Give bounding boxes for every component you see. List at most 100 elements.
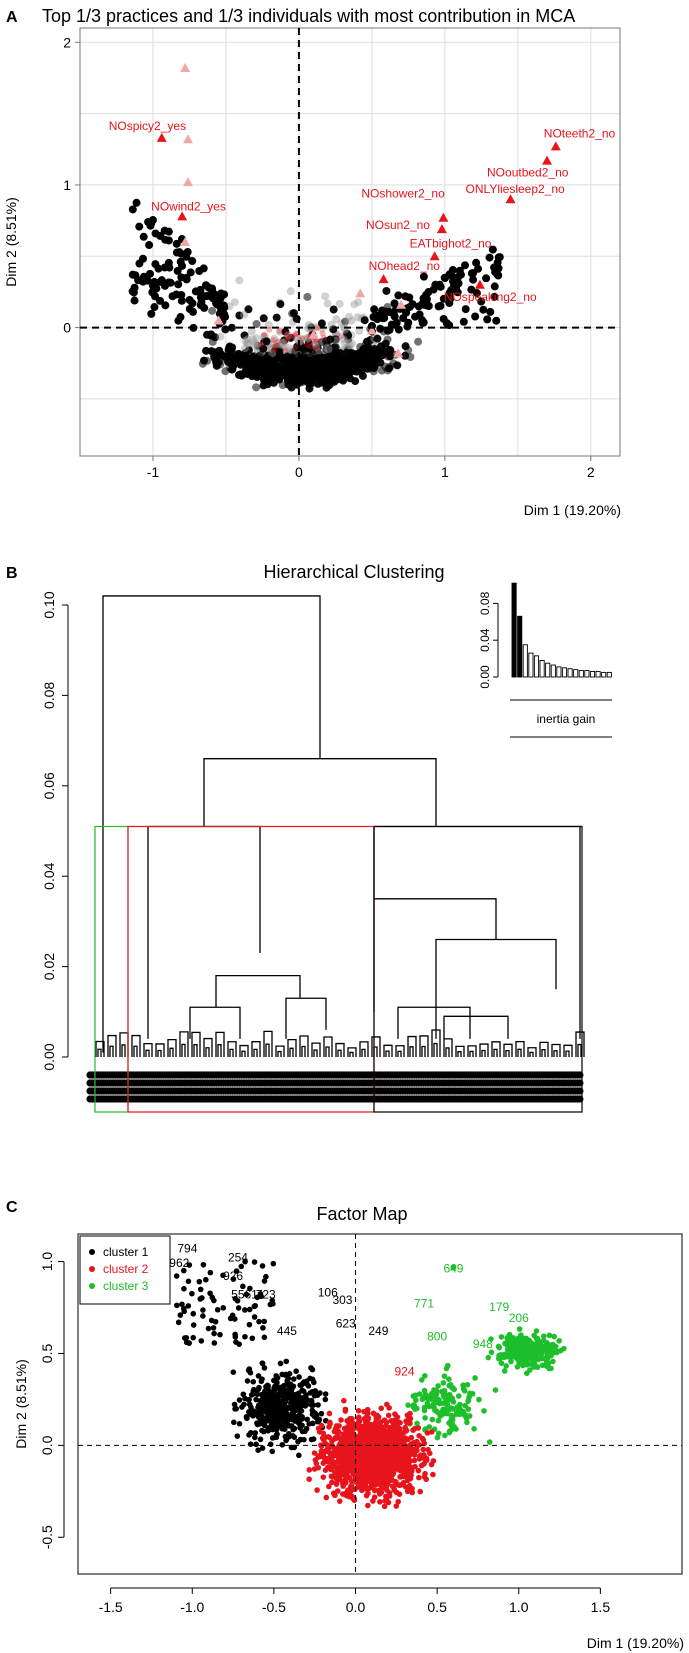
- individual-point: [323, 299, 332, 308]
- cluster-1-point: [315, 1402, 321, 1408]
- cluster-3-point: [501, 1368, 508, 1374]
- cluster-1-point: [259, 1396, 266, 1402]
- legend-cluster-2: cluster 2: [103, 1262, 149, 1276]
- cluster-1-point: [190, 1322, 197, 1328]
- individual-point: [321, 292, 330, 301]
- point-label: 723: [256, 1287, 276, 1301]
- cluster-3-point: [416, 1391, 423, 1397]
- individual-point: [330, 377, 339, 386]
- inset-y-tick-label: 0.00: [478, 665, 492, 689]
- leaf-group-link: [133, 1045, 138, 1057]
- cluster-2-point: [421, 1440, 428, 1447]
- cluster-1-point: [200, 1307, 206, 1313]
- leaf-group-link: [397, 1050, 402, 1057]
- leaf-group-link: [325, 1046, 330, 1057]
- leaf-group-link: [419, 1035, 429, 1057]
- cluster-3-point: [435, 1417, 442, 1424]
- cluster-1-point: [314, 1392, 321, 1398]
- cluster-1-point: [175, 1319, 182, 1326]
- cluster-1-point: [240, 1283, 246, 1290]
- individual-point: [315, 354, 324, 363]
- cluster-1-point: [289, 1410, 296, 1416]
- cluster-3-point: [534, 1346, 541, 1353]
- cluster-2-point: [352, 1473, 358, 1480]
- leaf-group-link: [491, 1041, 501, 1057]
- panel-a-title: Top 1/3 practices and 1/3 individuals wi…: [42, 6, 575, 26]
- leaf-group-link: [409, 1046, 414, 1057]
- cluster-1-point: [278, 1392, 285, 1399]
- practice-mark: [314, 324, 321, 331]
- point-label: 800: [427, 1330, 447, 1344]
- cluster-1-point: [267, 1301, 274, 1308]
- cluster-1-point: [211, 1340, 218, 1346]
- individual-point: [445, 299, 454, 308]
- cluster-1-point: [235, 1305, 242, 1311]
- individual-point: [186, 268, 195, 277]
- y-tick-label: 0.00: [41, 1043, 57, 1070]
- individual-point: [316, 376, 325, 385]
- cluster-2-point: [355, 1449, 361, 1456]
- cluster-1-point: [282, 1426, 288, 1433]
- individual-point: [406, 353, 415, 362]
- individual-point: [145, 269, 154, 278]
- cluster-3-point: [507, 1338, 514, 1344]
- practice-label: NOspicy2_yes: [109, 119, 186, 133]
- practice-mark: [261, 331, 268, 338]
- cluster-1-point: [259, 1360, 266, 1366]
- cluster-2-point: [321, 1454, 327, 1461]
- leaf-group-link: [517, 1048, 522, 1057]
- cluster-2-point: [338, 1470, 344, 1477]
- cluster-1-box: [94, 825, 129, 1113]
- cluster-1-point: [261, 1365, 268, 1371]
- leaf-group-link: [203, 1037, 213, 1057]
- cluster-1-point: [276, 1407, 283, 1413]
- inertia-bar: [584, 670, 590, 678]
- cluster-2-point: [362, 1461, 368, 1467]
- cluster-2-point: [381, 1503, 388, 1510]
- cluster-3-point: [498, 1360, 505, 1366]
- cluster-1-point: [200, 1313, 206, 1319]
- individual-point: [275, 327, 284, 336]
- cluster-2-point: [420, 1446, 427, 1453]
- cluster-2-point: [409, 1485, 415, 1492]
- cluster-2-point: [344, 1469, 350, 1476]
- leaf-group-link: [503, 1043, 513, 1057]
- point-label: 771: [414, 1297, 434, 1311]
- cluster-1-point: [256, 1318, 262, 1325]
- cluster-1-point: [306, 1421, 312, 1427]
- cluster-3-point: [471, 1425, 477, 1432]
- cluster-3-point: [413, 1397, 419, 1403]
- cluster-3-point: [465, 1398, 471, 1404]
- leaf-group-link: [145, 1049, 150, 1057]
- cluster-1-point: [256, 1413, 262, 1420]
- cluster-1-point: [295, 1399, 302, 1405]
- cluster-1-point: [200, 1261, 207, 1268]
- y-tick-label: 0.08: [41, 682, 57, 709]
- individual-point: [461, 305, 470, 314]
- cluster-2-point: [352, 1486, 358, 1493]
- individual-point: [439, 294, 448, 303]
- individual-point: [321, 366, 330, 375]
- y-tick-label: 1: [63, 177, 71, 193]
- cluster-1-point: [297, 1382, 304, 1388]
- practice-label: EATbighot2_no: [410, 236, 492, 250]
- individual-point: [346, 374, 355, 383]
- practice-marker: [505, 194, 516, 204]
- leaf-group-link: [335, 1042, 345, 1057]
- individual-point: [216, 294, 225, 303]
- cluster-1-point: [252, 1430, 259, 1436]
- cluster-2-point: [371, 1494, 378, 1500]
- individual-point: [305, 374, 314, 383]
- cluster-3-point: [553, 1348, 560, 1355]
- root-link: [102, 595, 321, 1053]
- cluster-1-point: [309, 1376, 316, 1383]
- leaf-group-link: [275, 1045, 285, 1057]
- individual-point: [340, 370, 349, 379]
- link-level-5c: [397, 1006, 471, 1039]
- cluster-2-point: [397, 1439, 404, 1446]
- cluster-3-point: [504, 1342, 510, 1348]
- individual-point: [252, 383, 261, 392]
- individual-point: [132, 198, 141, 207]
- cluster-1-point: [196, 1278, 203, 1285]
- individual-point: [479, 305, 488, 314]
